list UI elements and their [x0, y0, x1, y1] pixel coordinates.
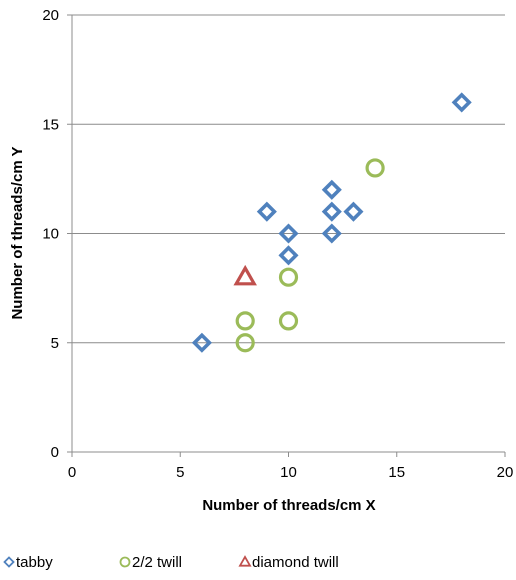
legend-marker-circle — [119, 556, 131, 568]
x-tick-label-3: 15 — [388, 464, 405, 481]
plot-area: 0 5 10 15 20 0 5 10 15 20 — [42, 7, 513, 481]
legend-item-0: tabby — [3, 554, 53, 571]
data-point-circle-1 — [235, 333, 255, 353]
legend: tabby 2/2 twill diamond twill — [3, 554, 339, 571]
y-tick-label-0: 0 — [51, 444, 59, 461]
data-point-diamond-5 — [321, 201, 342, 222]
x-axis-title: Number of threads/cm X — [202, 497, 375, 514]
data-point-circle-2 — [278, 267, 299, 287]
x-tick-label-4: 20 — [497, 464, 514, 481]
legend-label-0: tabby — [16, 554, 53, 571]
data-point-triangle-0 — [233, 264, 257, 286]
legend-marker-diamond — [3, 556, 15, 568]
legend-label-1: 2/2 twill — [132, 554, 182, 571]
y-tick-label-4: 20 — [42, 7, 59, 24]
data-point-diamond-7 — [343, 201, 364, 222]
y-tick-label-3: 15 — [42, 116, 59, 133]
data-point-diamond-0 — [191, 332, 212, 353]
y-tick-label-2: 10 — [42, 226, 59, 243]
data-point-circle-3 — [278, 311, 299, 331]
legend-item-2: diamond twill — [238, 554, 339, 571]
data-point-diamond-6 — [321, 223, 342, 244]
y-tick-label-1: 5 — [51, 335, 59, 352]
data-point-circle-4 — [365, 158, 385, 178]
data-point-diamond-8 — [451, 92, 472, 113]
x-tick-label-1: 5 — [176, 464, 184, 481]
data-point-diamond-2 — [278, 223, 299, 244]
legend-marker-triangle — [238, 555, 252, 567]
series-diamond — [191, 92, 472, 353]
legend-item-1: 2/2 twill — [119, 554, 182, 571]
x-tick-label-2: 10 — [280, 464, 297, 481]
data-point-diamond-1 — [256, 201, 277, 222]
data-point-circle-0 — [235, 311, 255, 331]
series-triangle — [233, 264, 257, 286]
x-tick-label-0: 0 — [68, 464, 76, 481]
legend-label-2: diamond twill — [252, 554, 339, 571]
data-point-diamond-4 — [321, 179, 342, 200]
data-point-diamond-3 — [278, 245, 299, 266]
y-axis-title: Number of threads/cm Y — [9, 146, 26, 319]
series-circle — [235, 158, 385, 353]
